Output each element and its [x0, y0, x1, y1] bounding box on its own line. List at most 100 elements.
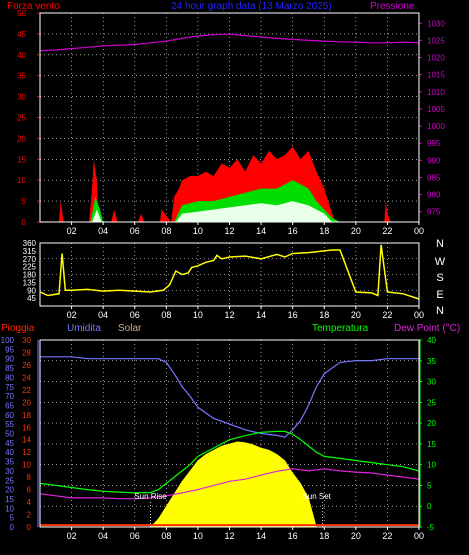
- wind-direction-panel: 02 04 06 08 10 12 14 16 18 20 22 00 4590135180225270…: [23, 239, 424, 320]
- rain-tick-label: 20: [22, 398, 31, 407]
- pressure-tick-label: 1030: [427, 19, 445, 28]
- rain-tick-label: 12: [22, 448, 31, 457]
- weather-header: Pioggia Umidita Solar Temperatura Dew Po…: [1, 323, 460, 334]
- pressure-tick-label: 975: [427, 208, 441, 217]
- humidity-tick-label: 80: [5, 373, 14, 382]
- wind-force-label: Forza vento: [7, 1, 60, 12]
- humidity-tick-label: 90: [5, 355, 14, 364]
- compass-e-label: E: [436, 289, 443, 301]
- humidity-tick-label: 30: [5, 467, 14, 476]
- humidity-tick-label: 70: [5, 392, 14, 401]
- x-tick-label: 10: [193, 226, 203, 236]
- temp-tick-label: 35: [427, 357, 436, 366]
- x-tick-label: 06: [130, 531, 140, 541]
- pressure-tick-label: 1010: [427, 88, 445, 97]
- temp-tick-label: 20: [427, 419, 436, 428]
- x-tick-label: 02: [67, 226, 77, 236]
- temp-tick-label: 5: [427, 481, 432, 490]
- rain-tick-label: 14: [22, 436, 31, 445]
- compass-w-label: W: [435, 256, 446, 268]
- x-tick-label: 14: [256, 531, 266, 541]
- x-tick-label: 04: [98, 226, 108, 236]
- direction-line: [39, 244, 420, 300]
- x-tick-label: 16: [288, 226, 298, 236]
- humidity-tick-label: 100: [1, 336, 15, 345]
- humidity-tick-label: 65: [5, 401, 14, 410]
- temperature-label: Temperatura: [312, 323, 369, 334]
- panel3-frame: [39, 339, 420, 528]
- wind-tick-label: 20: [17, 134, 26, 143]
- temp-tick-label: 15: [427, 440, 436, 449]
- rain-tick-label: 22: [22, 386, 31, 395]
- sun-set-label: Sun Set: [302, 492, 331, 501]
- rain-tick-label: 4: [27, 498, 32, 507]
- direction-tick-label: 270: [23, 255, 37, 264]
- temp-tick-label: 40: [427, 336, 436, 345]
- wind-area: [40, 146, 419, 222]
- x-tick-label: 14: [256, 310, 266, 320]
- x-tick-label: 08: [161, 531, 171, 541]
- wind-tick-label: 40: [17, 51, 26, 60]
- pressure-tick-label: 1015: [427, 71, 445, 80]
- temp-tick-label: 30: [427, 378, 436, 387]
- x-tick-label: 18: [319, 310, 329, 320]
- x-tick-label: 00: [414, 310, 424, 320]
- x-tick-label: 08: [161, 226, 171, 236]
- pressure-label: Pressione: [370, 1, 415, 12]
- temp-tick-label: 25: [427, 398, 436, 407]
- pressure-tick-label: 1020: [427, 54, 445, 63]
- rain-tick-label: 6: [27, 486, 32, 495]
- x-tick-label: 00: [414, 226, 424, 236]
- dewpoint-line: [39, 468, 420, 500]
- pressure-tick-label: 995: [427, 139, 441, 148]
- x-tick-label: 08: [161, 310, 171, 320]
- pressure-tick-label: 1025: [427, 36, 445, 45]
- rain-tick-label: 28: [22, 348, 31, 357]
- humidity-line: [40, 356, 419, 438]
- x-tick-label: 04: [98, 531, 108, 541]
- temp-tick-label: -5: [427, 523, 435, 532]
- x-tick-label: 10: [193, 531, 203, 541]
- x-tick-label: 04: [98, 310, 108, 320]
- pressure-line: [39, 33, 420, 52]
- temperature-line: [39, 430, 420, 494]
- panel1-frame: [39, 12, 420, 223]
- humidity-tick-label: 25: [5, 476, 14, 485]
- wind-tick-label: 5: [22, 197, 27, 206]
- wind-tick-label: 35: [17, 72, 26, 81]
- humidity-tick-label: 95: [5, 345, 14, 354]
- weather-panel: 02 04 06 08 10 12 14 16 18 20 22 000510152025303540…: [1, 336, 437, 541]
- solar-area: [149, 441, 317, 528]
- pressure-tick-label: 1000: [427, 122, 445, 131]
- sun-rise-label: Sun Rise: [134, 492, 167, 501]
- panel2-frame: [39, 242, 420, 307]
- x-tick-label: 22: [382, 226, 392, 236]
- x-tick-label: 22: [382, 310, 392, 320]
- direction-tick-label: 45: [27, 294, 36, 303]
- pressure-tick-label: 980: [427, 191, 441, 200]
- humidity-tick-label: 35: [5, 458, 14, 467]
- gust-area: [40, 180, 419, 222]
- wind-tick-label: 45: [17, 30, 26, 39]
- compass-n-label: N: [436, 305, 444, 317]
- compass-n-label: N: [436, 238, 444, 250]
- rain-tick-label: 24: [22, 373, 31, 382]
- pressure-tick-label: 1005: [427, 105, 445, 114]
- humidity-tick-label: 75: [5, 383, 14, 392]
- direction-tick-label: 135: [23, 278, 37, 287]
- x-tick-label: 12: [224, 226, 234, 236]
- direction-tick-label: 180: [23, 271, 37, 280]
- humidity-tick-label: 85: [5, 364, 14, 373]
- humidity-tick-label: 20: [5, 486, 14, 495]
- x-tick-label: 02: [67, 310, 77, 320]
- x-tick-label: 18: [319, 531, 329, 541]
- humidity-tick-label: 5: [10, 514, 15, 523]
- humidity-tick-label: 0: [10, 523, 15, 532]
- wind-tick-label: 15: [17, 155, 26, 164]
- humidity-tick-label: 40: [5, 448, 14, 457]
- solar-label: Solar: [118, 323, 142, 334]
- direction-tick-label: 360: [23, 239, 37, 248]
- wind-pressure-panel: 02 04 06 08 10 12 14 16 18 20 22 000510152025303540…: [17, 9, 445, 236]
- pressure-tick-label: 985: [427, 173, 441, 182]
